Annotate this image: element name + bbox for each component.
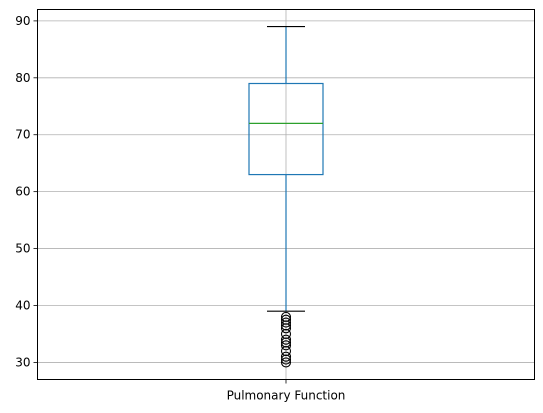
outlier-point: [280, 317, 292, 328]
box-plot-series: [248, 25, 324, 368]
outlier-point: [280, 340, 292, 351]
y-tick-label: 40: [15, 299, 30, 313]
outlier-point: [280, 351, 292, 362]
y-tick-label: 60: [15, 185, 30, 199]
outlier-point: [280, 334, 292, 345]
y-tick-label: 70: [15, 128, 30, 142]
x-tick-label: Pulmonary Function: [227, 389, 346, 403]
outlier-point: [280, 357, 292, 368]
y-tick-label: 90: [15, 14, 30, 28]
y-tick-label: 30: [15, 355, 30, 369]
y-tick-label: 50: [15, 242, 30, 256]
y-tick-label: 80: [15, 71, 30, 85]
outlier-point: [280, 323, 292, 334]
axes: 30 40 50 60 70 80 90 Pulmonary Function: [15, 14, 345, 403]
box-iqr: [248, 82, 324, 176]
outlier-point: [280, 354, 292, 365]
